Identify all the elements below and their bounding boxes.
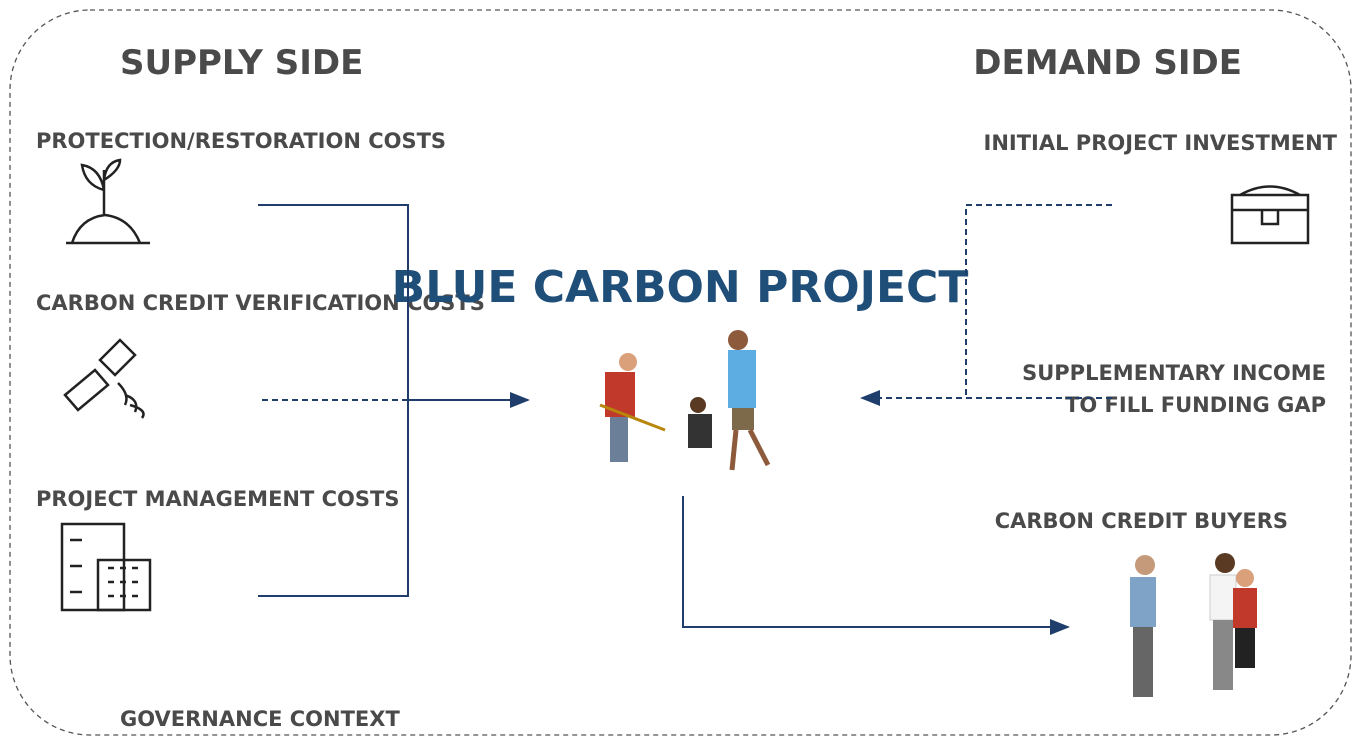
demand-item: CARBON CREDIT BUYERS [995,509,1288,533]
supply-item: PROJECT MANAGEMENT COSTS [36,487,399,511]
icons [62,160,1308,610]
demand-item: TO FILL FUNDING GAP [1065,393,1326,417]
demand-title: DEMAND SIDE [973,43,1242,83]
footer: GOVERNANCE CONTEXT [120,707,400,731]
demand-item: SUPPLEMENTARY INCOME [1022,361,1326,385]
diagram: SUPPLY SIDE DEMAND SIDE PROTECTION/RESTO… [0,0,1361,740]
center-title: BLUE CARBON PROJECT [392,262,969,313]
demand-item: INITIAL PROJECT INVESTMENT [984,131,1338,155]
page: {"supply_side": {"title": "SUPPLY SIDE",… [0,0,1361,740]
supply-title: SUPPLY SIDE [120,43,363,83]
supply-item: PROTECTION/RESTORATION COSTS [36,129,446,153]
